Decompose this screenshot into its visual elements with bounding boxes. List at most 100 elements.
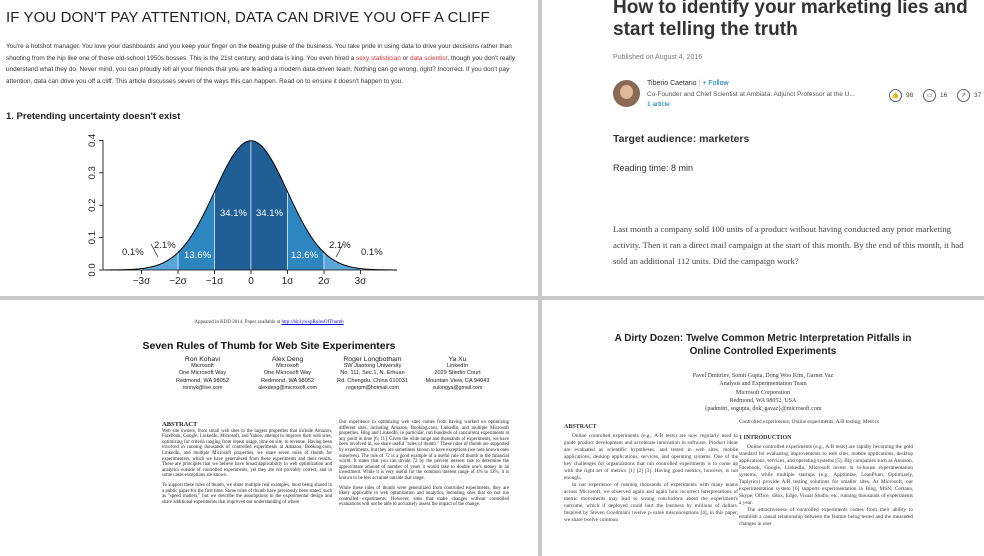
- bell-band: [214, 140, 252, 271]
- sexy-statistician-link[interactable]: sexy statistician: [356, 54, 401, 62]
- article-body: Last month a company sold 100 units of a…: [613, 224, 964, 266]
- intro-text: The attractiveness of controlled experim…: [739, 507, 913, 527]
- body-text: Our experience in optimizing web sites c…: [339, 420, 509, 481]
- author-articles-link[interactable]: 1 article: [647, 101, 670, 108]
- x-tick-label: −1σ: [206, 276, 224, 287]
- likes-stat[interactable]: 👍 98: [889, 89, 913, 102]
- comments-count: 16: [940, 92, 948, 99]
- pct-label: 2.1%: [154, 240, 176, 251]
- leader-line: [335, 243, 344, 258]
- paper-title: A Dirty Dozen: Twelve Common Metric Inte…: [542, 332, 984, 358]
- y-tick-label: 0.3: [87, 166, 98, 179]
- share-icon: ↗: [957, 89, 970, 102]
- title-line: A Dirty Dozen: Twelve Common Metric Inte…: [614, 333, 912, 344]
- body-text: While these rules of thumb were generali…: [339, 485, 509, 508]
- title-line: start telling the truth: [613, 19, 798, 40]
- abstract-text: Online controlled experiments (e.g., A/B…: [564, 433, 738, 481]
- x-axis-ticks: −3σ −2σ −1σ 0 1σ 2σ 3σ: [133, 270, 367, 287]
- x-tick-label: 2σ: [318, 276, 331, 287]
- pct-label: 0.1%: [361, 247, 383, 258]
- shares-count: 37: [974, 92, 982, 99]
- team-name: Analysis and Experimentation Team: [719, 381, 807, 388]
- pct-label: 34.1%: [220, 208, 247, 219]
- pct-label: 2.1%: [329, 240, 351, 251]
- dirty-dozen-paper-panel: A Dirty Dozen: Twelve Common Metric Inte…: [542, 300, 984, 556]
- intro-text: Online controlled experiments (e.g., A/B…: [739, 444, 913, 506]
- author-address: No. 111, Sec.1, N. Erhuan: [340, 370, 405, 377]
- comments-stat[interactable]: ▭ 16: [923, 89, 947, 102]
- y-axis-ticks: 0.0 0.1 0.2 0.3 0.4: [87, 134, 103, 277]
- author-org: LinkedIn: [446, 363, 469, 370]
- pct-label: 13.6%: [291, 250, 318, 261]
- author-org: SW Jiaotong University: [343, 363, 402, 370]
- author-address: One Microsoft Way: [178, 370, 227, 377]
- abstract-heading: ABSTRACT: [564, 424, 597, 430]
- paper-title: Seven Rules of Thumb for Web Site Experi…: [142, 340, 396, 352]
- leader-line: [150, 243, 159, 258]
- author-org: Microsoft: [276, 363, 299, 370]
- paper-link[interactable]: http://bit.ly/expRulesOfThumb: [281, 320, 344, 325]
- reading-time: Reading time: 8 min: [613, 163, 694, 173]
- intro-text: or: [400, 54, 411, 62]
- comment-icon: ▭: [923, 89, 936, 102]
- title-line: Online Controlled Experiments: [689, 346, 837, 357]
- article-intro: You're a hotshot manager. You love your …: [6, 41, 526, 87]
- shares-stat[interactable]: ↗ 37: [957, 89, 981, 102]
- paper-column-left: ABSTRACT Online controlled experiments (…: [564, 424, 738, 524]
- abstract-text: To support these rules of thumb, we shar…: [162, 482, 332, 505]
- likes-count: 98: [906, 92, 914, 99]
- abstract-text: In our experience of running thousands o…: [564, 482, 738, 523]
- bell-band: [250, 140, 288, 271]
- intro-text: , though you don't really understand wha…: [6, 54, 516, 85]
- author: Alex Deng Microsoft One Microsoft Way Redmo…: [245, 356, 330, 392]
- abstract-text: Web site owners, from small web sites to…: [162, 428, 332, 479]
- author-email: xulongya@gmail.com: [432, 384, 483, 391]
- abstract-heading: ABSTRACT: [162, 421, 198, 428]
- author-name: Alex Deng: [271, 356, 304, 363]
- author-address: Redmond, WA 98052: [261, 377, 314, 384]
- author-name[interactable]: Tiberio Caetano: [647, 80, 697, 87]
- follow-button[interactable]: + Follow: [702, 80, 729, 87]
- pct-label: 0.1%: [122, 247, 144, 258]
- author: Ya Xu LinkedIn 2029 Stierlin Court Mountain…: [415, 356, 500, 392]
- author-line: Tiberio Caetano | + Follow: [647, 80, 729, 87]
- company-name: Microsoft Corporation: [735, 389, 791, 396]
- author-address: Rd. Chengdu, China 610031: [337, 377, 408, 384]
- author-email: ronnyk@live.com: [182, 384, 223, 391]
- x-tick-label: 3σ: [355, 276, 368, 287]
- author-affiliation: Pavel Dmitriev, Somit Gupta, Dong Woo Ki…: [542, 372, 984, 413]
- author-role: Co-Founder and Chief Scientist at Ambiat…: [647, 91, 855, 98]
- author: Ron Kohavi Microsoft One Microsoft Way Redm…: [160, 356, 245, 392]
- author: Roger Longbotham SW Jiaotong University No…: [330, 356, 415, 392]
- article-title: How to identify your marketing lies and s…: [613, 0, 983, 41]
- avatar[interactable]: [613, 80, 640, 107]
- target-audience: Target audience: marketers: [613, 133, 750, 145]
- author-email: alexdeng@microsoft.com: [258, 384, 317, 391]
- kdd-paper-panel: Appeared in KDD 2014. Paper available at…: [0, 300, 538, 556]
- pct-label: 34.1%: [256, 208, 283, 219]
- author-name: Ya Xu: [448, 356, 467, 363]
- author-name: Roger Longbotham: [343, 356, 402, 363]
- linkedin-article-panel: How to identify your marketing lies and s…: [542, 0, 984, 296]
- x-tick-label: −3σ: [133, 276, 151, 287]
- appeared-note: Appeared in KDD 2014. Paper available at…: [0, 320, 538, 325]
- author-address: Redmond, WA 98052: [176, 377, 229, 384]
- author-address: One Microsoft Way: [263, 370, 312, 377]
- author-address: Mountain View, CA 94043: [425, 377, 490, 384]
- author-names: Pavel Dmitriev, Somit Gupta, Dong Woo Ki…: [692, 373, 834, 379]
- section-heading: 1. Pretending uncertainty doesn't exist: [6, 111, 181, 122]
- intro-heading: 1 INTRODUCTION: [739, 435, 792, 441]
- author-name: Ron Kohavi: [184, 356, 221, 363]
- data-scientist-link[interactable]: data scientist: [410, 54, 448, 62]
- article-title: IF YOU DON'T PAY ATTENTION, DATA CAN DRI…: [6, 9, 490, 26]
- author-email: rogerpm@hotmail.com: [346, 384, 399, 391]
- emails: {padmitri, sogupta, dok, gavaz}@microsof…: [704, 406, 822, 413]
- y-tick-label: 0.0: [87, 263, 98, 276]
- paper-column-left: ABSTRACT Web site owners, from small web…: [162, 421, 332, 505]
- x-tick-label: 1σ: [282, 276, 295, 287]
- published-date: Published on August 4, 2016: [613, 54, 703, 61]
- bell-curve-outline: [104, 140, 398, 271]
- paper-column-right: Controlled experiments; Online experimen…: [739, 419, 913, 528]
- appeared-text: Appeared in KDD 2014. Paper available at: [194, 320, 282, 325]
